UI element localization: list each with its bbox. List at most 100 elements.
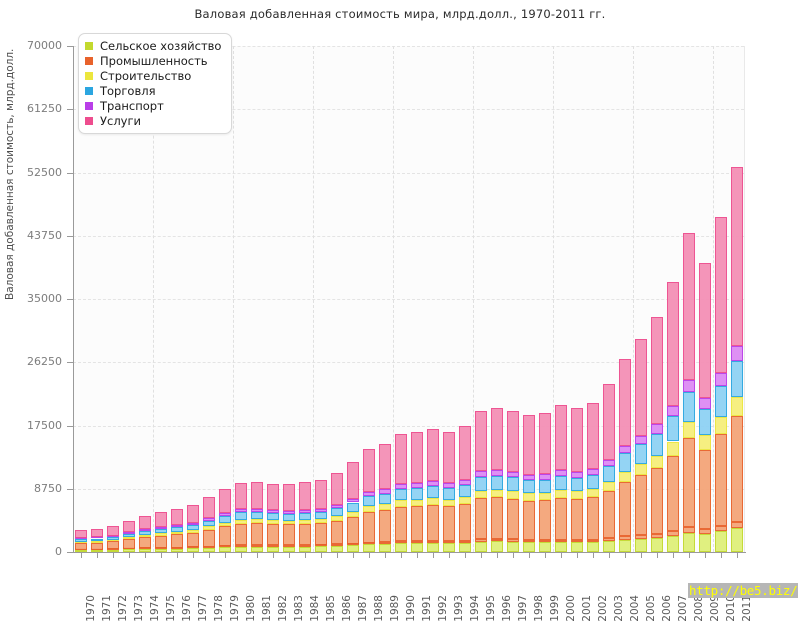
bar-segment[interactable] xyxy=(443,506,455,542)
bar-segment[interactable] xyxy=(251,512,263,520)
bar-segment[interactable] xyxy=(251,481,263,509)
bar-segment[interactable] xyxy=(219,522,231,527)
bar-segment[interactable] xyxy=(155,533,167,536)
bar-stack[interactable] xyxy=(667,282,679,552)
bar-segment[interactable] xyxy=(715,416,727,434)
bar-segment[interactable] xyxy=(331,520,343,545)
bar-segment[interactable] xyxy=(411,431,423,483)
bar-segment[interactable] xyxy=(651,533,663,538)
bar-stack[interactable] xyxy=(347,461,359,552)
bar-segment[interactable] xyxy=(507,477,519,491)
bar-segment[interactable] xyxy=(203,526,215,530)
bar-segment[interactable] xyxy=(363,491,375,497)
bar-segment[interactable] xyxy=(155,528,167,534)
bar-stack[interactable] xyxy=(571,408,583,552)
bar-segment[interactable] xyxy=(619,453,631,472)
bar-segment[interactable] xyxy=(651,424,663,434)
bar-segment[interactable] xyxy=(155,548,167,552)
bar-segment[interactable] xyxy=(603,482,615,491)
bar-segment[interactable] xyxy=(667,282,679,406)
bar-segment[interactable] xyxy=(555,542,567,552)
bar-segment[interactable] xyxy=(395,541,407,544)
bar-segment[interactable] xyxy=(491,541,503,552)
bar-segment[interactable] xyxy=(123,520,135,533)
bar-segment[interactable] xyxy=(683,533,695,552)
bar-segment[interactable] xyxy=(347,545,359,552)
bar-segment[interactable] xyxy=(715,216,727,374)
bar-segment[interactable] xyxy=(91,528,103,538)
bar-segment[interactable] xyxy=(731,361,743,397)
bar-segment[interactable] xyxy=(587,489,599,498)
bar-segment[interactable] xyxy=(347,502,359,512)
bar-segment[interactable] xyxy=(523,541,535,552)
bar-segment[interactable] xyxy=(667,416,679,442)
bar-segment[interactable] xyxy=(523,493,535,501)
bar-segment[interactable] xyxy=(603,540,615,552)
bar-segment[interactable] xyxy=(379,542,391,545)
bar-stack[interactable] xyxy=(331,472,343,552)
bar-segment[interactable] xyxy=(203,529,215,547)
bar-segment[interactable] xyxy=(443,483,455,489)
bar-segment[interactable] xyxy=(731,528,743,552)
bar-segment[interactable] xyxy=(539,492,551,501)
bar-stack[interactable] xyxy=(507,410,519,552)
bar-segment[interactable] xyxy=(651,537,663,552)
bar-segment[interactable] xyxy=(299,482,311,510)
bar-segment[interactable] xyxy=(379,493,391,505)
bar-stack[interactable] xyxy=(731,167,743,552)
bar-segment[interactable] xyxy=(539,539,551,543)
bar-segment[interactable] xyxy=(139,528,151,531)
bar-segment[interactable] xyxy=(171,531,183,535)
bar-segment[interactable] xyxy=(731,416,743,522)
bar-segment[interactable] xyxy=(267,546,279,552)
bar-stack[interactable] xyxy=(379,444,391,552)
bar-segment[interactable] xyxy=(379,444,391,489)
bar-segment[interactable] xyxy=(139,515,151,529)
bar-segment[interactable] xyxy=(587,469,599,476)
bar-segment[interactable] xyxy=(251,508,263,512)
bar-segment[interactable] xyxy=(523,415,535,475)
bar-stack[interactable] xyxy=(619,358,631,552)
bar-segment[interactable] xyxy=(587,541,599,552)
bar-segment[interactable] xyxy=(715,373,727,387)
bar-segment[interactable] xyxy=(187,548,199,552)
bar-segment[interactable] xyxy=(235,482,247,510)
bar-segment[interactable] xyxy=(347,461,359,499)
bar-segment[interactable] xyxy=(507,539,519,542)
bar-segment[interactable] xyxy=(443,541,455,544)
bar-segment[interactable] xyxy=(155,512,167,527)
bar-segment[interactable] xyxy=(411,487,423,500)
bar-stack[interactable] xyxy=(171,508,183,552)
bar-segment[interactable] xyxy=(379,544,391,552)
bar-segment[interactable] xyxy=(187,522,199,525)
bar-segment[interactable] xyxy=(91,538,103,542)
bar-segment[interactable] xyxy=(427,498,439,505)
bar-segment[interactable] xyxy=(475,539,487,542)
bar-segment[interactable] xyxy=(331,508,343,517)
bar-segment[interactable] xyxy=(411,506,423,542)
bar-segment[interactable] xyxy=(667,405,679,417)
bar-stack[interactable] xyxy=(427,428,439,552)
bar-stack[interactable] xyxy=(251,481,263,552)
bar-segment[interactable] xyxy=(635,535,647,539)
bar-segment[interactable] xyxy=(283,513,295,521)
bar-segment[interactable] xyxy=(443,543,455,552)
bar-segment[interactable] xyxy=(379,510,391,543)
bar-segment[interactable] xyxy=(363,449,375,492)
bar-segment[interactable] xyxy=(171,548,183,552)
bar-segment[interactable] xyxy=(139,549,151,552)
bar-segment[interactable] xyxy=(75,550,87,552)
bar-segment[interactable] xyxy=(171,524,183,527)
bar-segment[interactable] xyxy=(683,392,695,422)
bar-stack[interactable] xyxy=(107,526,119,552)
bar-segment[interactable] xyxy=(587,539,599,542)
bar-stack[interactable] xyxy=(491,408,503,552)
bar-segment[interactable] xyxy=(427,481,439,487)
bar-segment[interactable] xyxy=(267,513,279,521)
bar-segment[interactable] xyxy=(379,504,391,511)
bar-segment[interactable] xyxy=(203,518,215,521)
legend-item[interactable]: Торговля xyxy=(85,83,221,98)
bar-segment[interactable] xyxy=(731,167,743,347)
bar-segment[interactable] xyxy=(459,479,471,485)
bar-segment[interactable] xyxy=(619,539,631,552)
